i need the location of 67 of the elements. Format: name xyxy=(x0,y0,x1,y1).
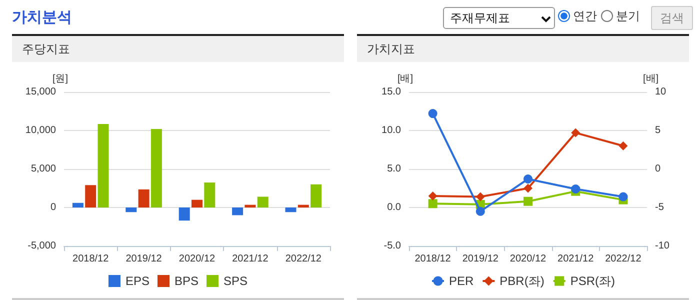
y-tick-label: 15,000 xyxy=(25,86,56,98)
x-tick-label: 2022/12 xyxy=(285,254,322,264)
point xyxy=(618,141,628,150)
y-tick-label: 10.0 xyxy=(382,125,402,136)
bar xyxy=(98,124,109,208)
point xyxy=(476,192,485,202)
y-axis-title: [배] xyxy=(397,74,414,84)
y-axis-title: [원] xyxy=(52,74,68,84)
bar xyxy=(138,189,150,208)
y2-tick-label: 5 xyxy=(655,125,661,136)
text: 연간 xyxy=(573,8,597,25)
bar xyxy=(150,128,162,208)
x-tick-label: 2018/12 xyxy=(414,254,452,264)
bar xyxy=(232,208,244,216)
text: 가치분석 xyxy=(12,8,72,27)
legend-label: SPS xyxy=(224,274,248,288)
y-tick-label: 0 xyxy=(50,202,56,213)
bar xyxy=(285,208,296,212)
text: 검색 xyxy=(651,6,693,30)
y-tick-label: -5.0 xyxy=(384,240,402,252)
legend-label: EPS xyxy=(125,274,150,288)
point xyxy=(476,206,485,216)
point xyxy=(571,128,580,138)
x-tick-label: 2018/12 xyxy=(72,254,110,264)
y-tick-label: 5.0 xyxy=(387,164,402,174)
point xyxy=(524,174,532,184)
text: 분기 xyxy=(616,8,640,25)
y-tick-label: -5,000 xyxy=(28,240,56,252)
x-tick-label: 2021/12 xyxy=(558,254,594,264)
bar xyxy=(72,202,84,208)
y-tick-label: 5,000 xyxy=(30,164,56,174)
y2-tick-label: 10 xyxy=(655,86,667,98)
x-tick-label: 2021/12 xyxy=(232,254,269,264)
x-tick-label: 2020/12 xyxy=(510,254,547,264)
text: 주재무제표 xyxy=(443,7,555,29)
point xyxy=(524,184,532,193)
x-tick-label: 2022/12 xyxy=(605,254,642,264)
y-tick-label: 15.0 xyxy=(382,86,402,98)
y-tick-label: 10,000 xyxy=(25,125,56,136)
bar xyxy=(310,184,322,208)
bar xyxy=(244,204,256,208)
point xyxy=(618,192,628,202)
bar xyxy=(298,204,309,208)
bar xyxy=(178,208,190,221)
point xyxy=(428,199,438,208)
y2-tick-label: -5 xyxy=(655,202,664,213)
x-tick-label: 2019/12 xyxy=(462,254,499,264)
point xyxy=(428,191,438,200)
point xyxy=(428,109,438,118)
y-tick-label: 0.0 xyxy=(387,202,402,213)
legend-label: BPS xyxy=(174,274,199,288)
bar xyxy=(257,196,268,208)
x-tick-label: 2020/12 xyxy=(178,254,216,264)
y2-axis-title: [배] xyxy=(643,74,659,84)
chart-title: 주당지표 xyxy=(12,36,344,62)
bar xyxy=(85,185,96,208)
bar xyxy=(126,208,137,212)
chart-title: 가치지표 xyxy=(357,36,689,62)
legend-label: PSR(좌) xyxy=(570,274,616,288)
y2-tick-label: 0 xyxy=(655,164,661,174)
y2-tick-label: -10 xyxy=(655,240,670,252)
bar xyxy=(204,182,216,208)
x-tick-label: 2019/12 xyxy=(126,254,162,264)
point xyxy=(524,196,532,206)
legend-label: PBR(좌) xyxy=(500,274,544,288)
bar xyxy=(192,200,202,208)
legend-label: PER xyxy=(448,274,474,288)
